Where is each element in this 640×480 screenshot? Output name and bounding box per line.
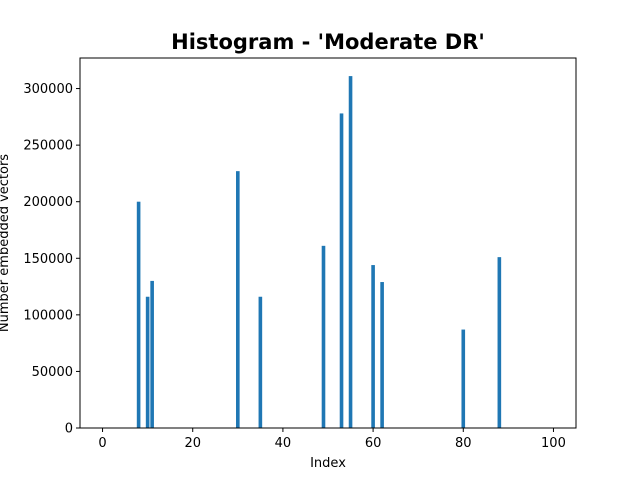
bar-index-53 — [339, 113, 344, 428]
x-tick-label: 40 — [275, 436, 292, 451]
x-tick-label: 0 — [98, 436, 106, 451]
x-tick-label: 20 — [184, 436, 201, 451]
bar-index-11 — [150, 280, 154, 428]
bar-index-10 — [145, 296, 150, 428]
y-axis-ticks: 0 50000 100000 150000 200000 250000 300000 — [23, 82, 80, 437]
x-tick-label: 80 — [455, 436, 472, 451]
y-tick-label: 0 — [65, 422, 73, 437]
y-axis-label: Number embedded vectors — [0, 154, 12, 332]
x-axis-ticks: 0 20 40 60 80 100 — [98, 428, 566, 451]
plot-frame — [79, 57, 577, 429]
y-tick-label: 300000 — [23, 82, 73, 97]
bar-index-8 — [136, 201, 141, 428]
x-axis-label: Index — [310, 456, 346, 471]
y-tick-label: 250000 — [23, 139, 73, 154]
y-tick-label: 150000 — [23, 252, 73, 267]
bar-index-49 — [321, 245, 326, 428]
y-tick-label: 50000 — [32, 365, 73, 380]
bar-index-88 — [497, 257, 502, 428]
bar-index-80 — [461, 329, 466, 428]
x-tick-label: 60 — [365, 436, 382, 451]
bar-index-60 — [371, 265, 375, 428]
bar-index-35 — [258, 296, 263, 428]
y-tick-label: 100000 — [23, 308, 73, 323]
chart-title: Histogram - 'Moderate DR' — [171, 30, 485, 54]
y-tick-label: 200000 — [23, 195, 73, 210]
bar-index-55 — [348, 76, 353, 428]
bar-index-62 — [380, 282, 384, 428]
x-tick-label: 100 — [541, 436, 566, 451]
bars-group — [136, 76, 502, 428]
bar-index-30 — [236, 171, 240, 428]
